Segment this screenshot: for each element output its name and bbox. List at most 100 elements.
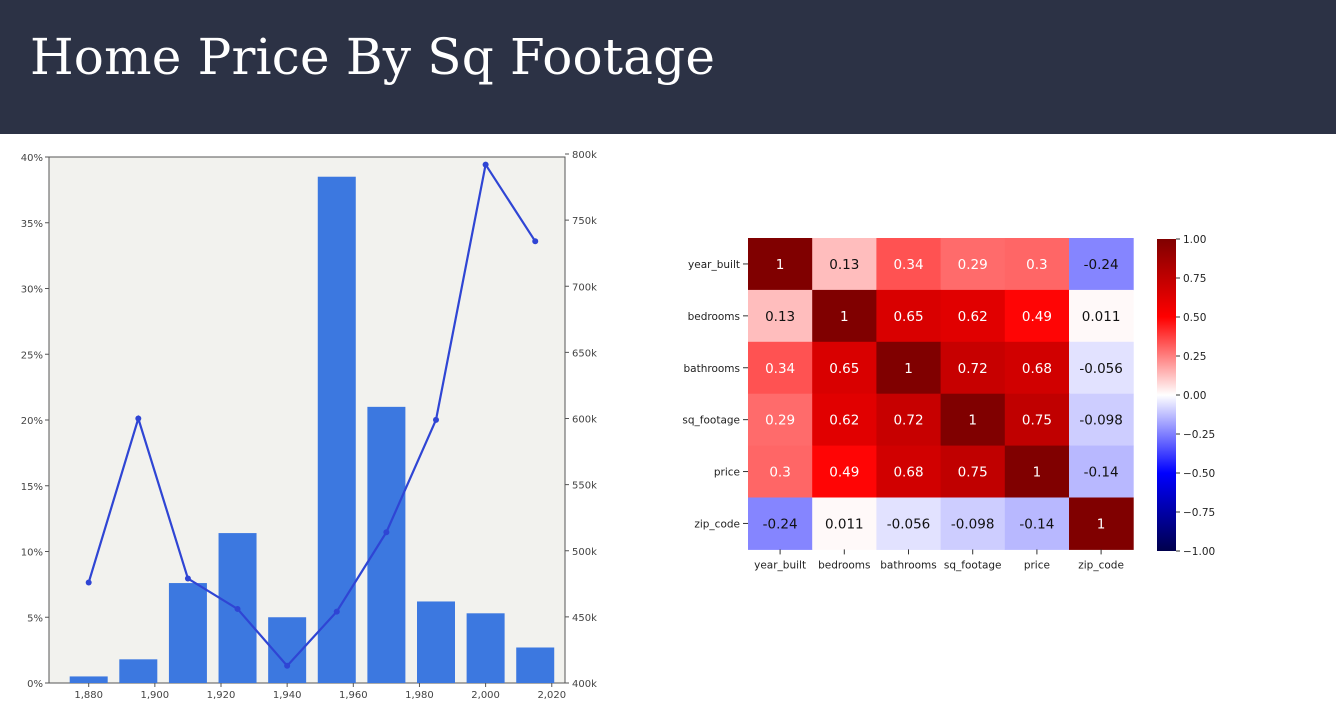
- heatmap-cell-label: -0.056: [1079, 361, 1123, 377]
- heatmap-cell-label: 1: [1033, 465, 1042, 481]
- y-tick-label: 20%: [21, 416, 43, 427]
- heatmap-cell-label: -0.098: [1079, 413, 1123, 429]
- y-tick-label: 10%: [21, 548, 43, 559]
- y-tick-label: 35%: [21, 219, 43, 230]
- heatmap-cell: [1069, 238, 1134, 291]
- row-label: zip_code: [694, 518, 740, 530]
- y2-tick-label: 700k: [572, 282, 597, 293]
- line-point: [333, 608, 340, 615]
- heatmap-cell: [940, 393, 1006, 447]
- x-tick-label: 2,020: [537, 690, 566, 701]
- heatmap-cell: [812, 445, 877, 498]
- heatmap-cell: [1004, 445, 1070, 498]
- line-point: [532, 238, 539, 245]
- heatmap-cell: [748, 393, 813, 447]
- heatmap-cell: [940, 289, 1006, 343]
- heatmap-cell: [1004, 238, 1070, 291]
- heatmap-cell: [940, 497, 1006, 550]
- row-label: sq_footage: [682, 415, 740, 427]
- heatmap-cell: [1069, 445, 1134, 498]
- heatmap-cell: [748, 341, 813, 395]
- colorbar-tick-label: 0.50: [1183, 312, 1206, 324]
- bar: [168, 583, 207, 683]
- line-point: [234, 605, 241, 612]
- col-label: bedrooms: [818, 559, 870, 571]
- x-tick-label: 1,920: [207, 690, 236, 701]
- heatmap-cell: [748, 289, 813, 343]
- col-label: bathrooms: [880, 559, 937, 571]
- heatmap-cell: [1069, 289, 1134, 343]
- heatmap-cell-label: 0.011: [825, 516, 864, 532]
- line-point: [135, 415, 142, 422]
- heatmap-cell-label: 0.72: [958, 361, 988, 377]
- row-label: year_built: [688, 259, 740, 271]
- heatmap-cell: [1004, 289, 1070, 343]
- col-label: price: [1024, 559, 1050, 571]
- line-point: [433, 416, 439, 423]
- bar: [119, 659, 158, 683]
- heatmap-cell-label: 1: [904, 361, 913, 377]
- bar: [367, 406, 406, 683]
- heatmap-cell-label: 0.65: [829, 361, 859, 377]
- line-point: [482, 161, 489, 168]
- bar: [317, 176, 356, 683]
- y2-tick-label: 800k: [572, 150, 597, 161]
- heatmap-cell-label: 0.49: [1022, 309, 1052, 325]
- heatmap-cell-label: 1: [840, 309, 849, 325]
- colorbar-tick-label: −0.50: [1183, 468, 1215, 480]
- heatmap-cell: [812, 393, 877, 447]
- line-point: [284, 662, 291, 669]
- x-tick-label: 1,880: [74, 690, 103, 701]
- colorbar-tick-label: −0.25: [1183, 429, 1215, 441]
- heatmap-cell: [812, 289, 877, 343]
- bar: [69, 676, 108, 683]
- bar-line-chart: 0% 5% 10% 15% 20% 25% 30% 35% 40% 400k 450k 500k 550…: [21, 150, 597, 701]
- heatmap-cell-label: -0.14: [1019, 516, 1054, 532]
- heatmap-cell-label: 0.13: [765, 309, 795, 325]
- y2-tick-label: 550k: [572, 481, 597, 492]
- heatmap-cell: [876, 497, 942, 550]
- heatmap-cell-label: 0.68: [893, 465, 923, 481]
- heatmap-cell-label: 0.34: [765, 361, 795, 377]
- heatmap-cell: [876, 393, 942, 447]
- line-point: [383, 529, 390, 536]
- heatmap-cell-label: 0.65: [893, 309, 923, 325]
- bar: [417, 601, 455, 683]
- y-tick-label: 40%: [21, 153, 43, 164]
- heatmap-cell-label: 0.75: [1022, 413, 1052, 429]
- row-label: price: [714, 467, 740, 479]
- bar: [466, 613, 505, 683]
- heatmap-cell: [1069, 341, 1134, 395]
- y-tick-label: 30%: [21, 285, 43, 296]
- heatmap-cell: [1069, 393, 1134, 447]
- plot-area: [48, 156, 566, 684]
- x-tick-label: 1,900: [141, 690, 170, 701]
- col-label: zip_code: [1078, 559, 1124, 571]
- y2-tick-label: 600k: [572, 415, 597, 426]
- heatmap-cell-label: 0.72: [893, 413, 923, 429]
- line-point: [184, 575, 191, 582]
- row-label: bathrooms: [683, 363, 740, 375]
- line-point: [85, 579, 92, 586]
- heatmap-cell-label: 0.62: [958, 309, 988, 325]
- price-line: [87, 161, 537, 668]
- heatmap-cell-label: 0.3: [1026, 257, 1047, 273]
- heatmap-cell: [748, 238, 813, 291]
- heatmap-cell: [748, 445, 813, 498]
- x-tick-label: 1,960: [339, 690, 368, 701]
- y-tick-label: 5%: [27, 613, 43, 624]
- heatmap-cell-label: -0.24: [763, 516, 798, 532]
- heatmap-cell: [812, 341, 877, 395]
- heatmap-cell-label: 0.68: [1022, 361, 1052, 377]
- colorbar-tick-label: 1.00: [1183, 234, 1206, 246]
- colorbar-tick-label: 0.00: [1183, 390, 1206, 402]
- heatmap-cell: [876, 289, 942, 343]
- y2-tick-label: 450k: [572, 613, 597, 624]
- heatmap-cell-label: 0.75: [958, 465, 988, 481]
- y2-tick-label: 650k: [572, 348, 597, 359]
- colorbar-tick-label: 0.25: [1183, 351, 1206, 363]
- heatmap-cell: [876, 341, 942, 395]
- col-label: year_built: [754, 559, 806, 571]
- y2-tick-label: 500k: [572, 547, 597, 558]
- heatmap-cell-label: 0.49: [829, 465, 859, 481]
